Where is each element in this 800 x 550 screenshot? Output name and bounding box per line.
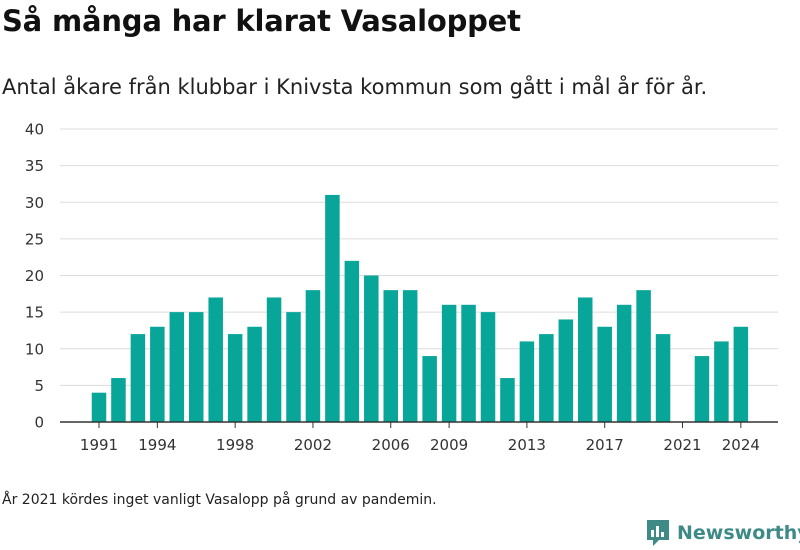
brand: Newsworthy [645, 518, 800, 548]
y-tick-label: 40 [25, 121, 44, 139]
bar-2014 [539, 334, 554, 422]
x-tick-label: 1998 [216, 436, 254, 454]
bar-2010 [461, 304, 476, 422]
bar-2000 [266, 297, 282, 422]
bar-2013 [519, 341, 535, 422]
bar-2012 [500, 378, 515, 422]
bar-2001 [286, 312, 301, 422]
bar-1992 [111, 378, 126, 422]
bar-2009 [441, 304, 457, 422]
bar-2008 [422, 356, 437, 422]
bar-2015 [558, 319, 574, 422]
bar-2018 [616, 304, 632, 422]
bar-2002 [305, 290, 321, 422]
bar-2024 [733, 326, 749, 422]
chart-subtitle: Antal åkare från klubbar i Knivsta kommu… [2, 75, 708, 99]
x-tick-label: 1994 [138, 436, 176, 454]
x-tick-label: 2013 [508, 436, 546, 454]
y-tick-label: 15 [25, 304, 44, 322]
y-tick-label: 20 [25, 267, 44, 285]
x-tick-label: 2006 [372, 436, 410, 454]
chart-title: Så många har klarat Vasaloppet [2, 4, 521, 38]
newsworthy-logo-icon [647, 520, 669, 546]
x-tick-label: 2009 [430, 436, 468, 454]
bar-1994 [150, 326, 165, 422]
bar-1995 [169, 312, 185, 422]
y-tick-label: 30 [25, 194, 44, 212]
y-tick-label: 10 [25, 340, 44, 358]
bar-1998 [227, 334, 243, 422]
bar-2005 [364, 275, 379, 422]
bar-2022 [694, 356, 710, 422]
x-tick-label: 2017 [586, 436, 624, 454]
bar-2019 [636, 290, 651, 422]
bar-chart: 0 5 10 15 20 25 30 35 40 1991 1994 1998 2002 2006 2009… [25, 121, 778, 454]
bar-2017 [597, 326, 612, 422]
bar-1991 [91, 392, 107, 422]
bar-1993 [130, 334, 146, 422]
bar-2016 [578, 297, 593, 422]
x-tick-label: 2021 [663, 436, 701, 454]
bar-2004 [344, 260, 360, 422]
y-tick-label: 35 [25, 157, 44, 175]
bar-1999 [247, 326, 262, 422]
bar-2020 [655, 334, 671, 422]
bar-2023 [714, 341, 729, 422]
footnote: År 2021 kördes inget vanligt Vasalopp på… [2, 492, 437, 508]
y-tick-label: 0 [34, 414, 44, 432]
x-tick-label: 2002 [294, 436, 332, 454]
y-tick-label: 25 [25, 230, 44, 248]
brand-name: Newsworthy [677, 522, 800, 544]
x-tick-label: 2024 [722, 436, 760, 454]
bar-1996 [189, 312, 204, 422]
bar-2003 [325, 194, 340, 422]
bar-2007 [402, 290, 418, 422]
y-tick-label: 5 [34, 377, 44, 395]
bar-2011 [480, 312, 496, 422]
bar-1997 [208, 297, 223, 422]
bar-2006 [383, 290, 398, 422]
x-tick-label: 1991 [80, 436, 118, 454]
